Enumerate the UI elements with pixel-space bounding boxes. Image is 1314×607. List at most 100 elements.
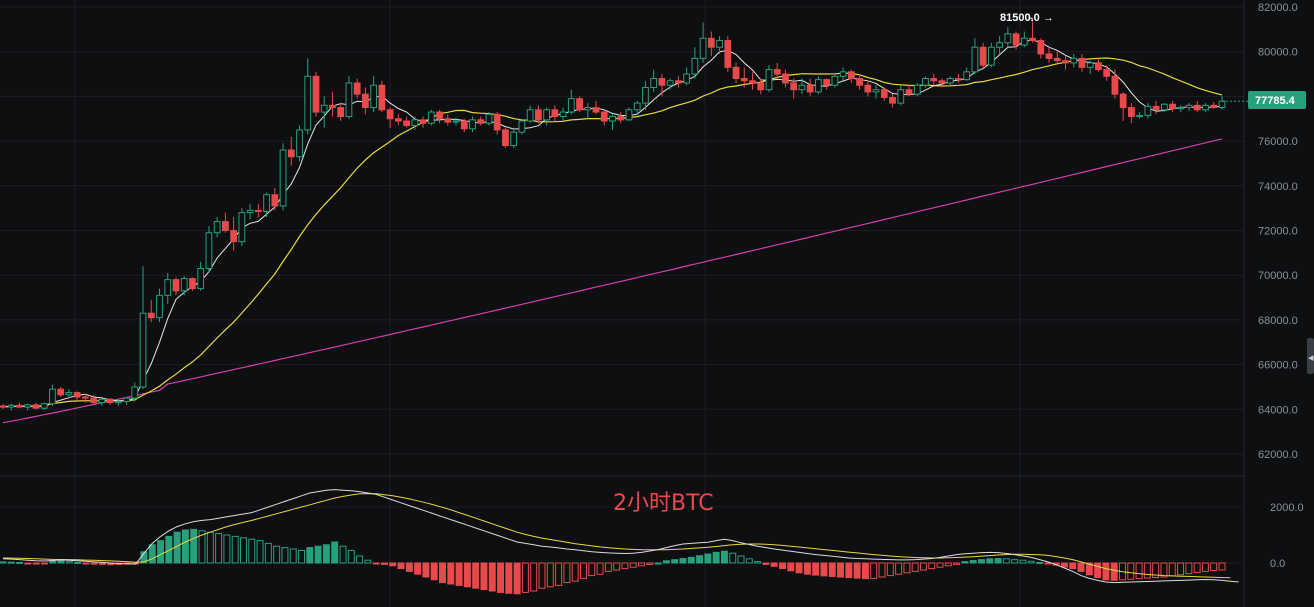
candle-body xyxy=(798,84,806,91)
macd-histogram-bar xyxy=(198,530,206,564)
macd-histogram-bar xyxy=(1060,562,1068,568)
candle-body xyxy=(839,71,847,77)
candle-body xyxy=(889,97,896,104)
candle-body xyxy=(534,109,542,121)
macd-histogram-bar xyxy=(530,562,538,592)
annotation-layer: 81500.0 → 77785.4 2小时BTC ◂ xyxy=(613,12,1314,516)
macd-histogram-bar xyxy=(306,547,314,564)
candle-body xyxy=(707,37,715,48)
chart-overlay-title: 2小时BTC xyxy=(613,491,714,516)
macd-histogram-bar xyxy=(1102,562,1110,581)
candle-body xyxy=(222,221,229,231)
macd-tick-label: 2000.0 xyxy=(1270,502,1304,514)
macd-histogram-bar xyxy=(190,528,198,564)
candle-body xyxy=(197,267,205,290)
macd-histogram-bar xyxy=(1044,562,1052,565)
macd-histogram-bar xyxy=(986,558,994,564)
macd-histogram-bar xyxy=(555,562,563,586)
macd-histogram-bar xyxy=(248,538,256,564)
macd-histogram-bar xyxy=(820,562,828,577)
macd-histogram-bar xyxy=(953,562,961,565)
candle-body xyxy=(452,120,460,123)
candle-body xyxy=(345,82,353,118)
macd-histogram-bar xyxy=(720,550,728,564)
macd-histogram-bar xyxy=(770,562,778,567)
chevron-left-icon[interactable]: ◂ xyxy=(1308,351,1314,364)
macd-histogram-bar xyxy=(621,562,629,570)
candle-body xyxy=(320,104,328,113)
price-tick-label: 74000.0 xyxy=(1258,181,1298,193)
candle-body xyxy=(773,69,781,75)
candle-body xyxy=(287,149,295,158)
candle-body xyxy=(938,80,946,84)
candle-body xyxy=(1185,104,1193,109)
macd-histogram-bar xyxy=(1193,562,1201,574)
macd-histogram-bar xyxy=(505,562,513,594)
candle-body xyxy=(922,78,929,86)
candle-body xyxy=(518,120,526,133)
candle-body xyxy=(114,400,122,404)
candle-body xyxy=(32,404,40,409)
candle-body xyxy=(460,120,468,130)
candle-body xyxy=(1062,60,1069,64)
macd-histogram-bar xyxy=(513,562,521,595)
candle-body xyxy=(1070,57,1078,64)
macd-histogram-bar xyxy=(928,562,936,570)
price-tick-label: 62000.0 xyxy=(1258,449,1298,461)
macd-histogram-bar xyxy=(571,562,579,582)
macd-histogram-bar xyxy=(787,562,795,572)
macd-histogram-bar xyxy=(538,562,546,589)
macd-histogram-bar xyxy=(870,562,878,579)
price-tick-label: 82000.0 xyxy=(1258,2,1298,14)
candle-body xyxy=(905,89,913,95)
candle-body xyxy=(329,104,336,109)
macd-histogram-bar xyxy=(488,562,496,592)
candle-body xyxy=(872,89,880,93)
candle-body xyxy=(913,84,921,95)
macd-histogram-bar xyxy=(762,562,770,565)
macd-histogram-bar xyxy=(803,562,811,575)
candle-body xyxy=(81,396,89,399)
candle-body xyxy=(740,78,748,82)
macd-histogram-bar xyxy=(82,562,90,565)
macd-histogram-bar xyxy=(430,562,438,581)
candle-body xyxy=(205,232,213,269)
macd-histogram-bar xyxy=(40,562,48,565)
macd-histogram-bar xyxy=(16,561,24,564)
candle-body xyxy=(24,404,32,408)
price-tick-label: 76000.0 xyxy=(1258,136,1298,148)
candle-body xyxy=(493,113,501,131)
macd-histogram-bar xyxy=(497,562,505,593)
macd-histogram-bar xyxy=(389,562,397,567)
collapse-handle[interactable] xyxy=(1307,338,1314,374)
candle-body xyxy=(164,279,172,296)
macd-histogram-bar xyxy=(148,544,156,564)
macd-histogram-bar xyxy=(1069,562,1077,570)
macd-histogram-bar xyxy=(1143,562,1151,579)
macd-histogram-bar xyxy=(546,562,554,588)
candle-body xyxy=(1193,104,1201,111)
high-price-annotation: 81500.0 → xyxy=(1000,12,1054,24)
price-tick-label: 66000.0 xyxy=(1258,360,1298,372)
candle-body xyxy=(1218,100,1226,109)
macd-histogram-bar xyxy=(828,562,836,577)
candle-body xyxy=(279,149,287,207)
candle-body xyxy=(666,80,674,86)
macd-histogram-bar xyxy=(1218,562,1226,571)
macd-histogram-bar xyxy=(754,561,762,564)
candle-body xyxy=(1004,33,1012,44)
macd-histogram-bar xyxy=(895,562,903,575)
candle-body xyxy=(394,118,402,122)
candle-body xyxy=(567,98,575,113)
candlestick-layer[interactable] xyxy=(0,17,1248,411)
macd-histogram-bar xyxy=(32,562,40,565)
macd-histogram-bar xyxy=(480,562,488,591)
candle-body xyxy=(436,111,443,120)
candle-body xyxy=(1136,114,1144,118)
macd-histogram-bar xyxy=(281,547,289,564)
macd-histogram-bar xyxy=(845,562,853,579)
macd-histogram-bar xyxy=(1011,559,1019,564)
macd-histogram-bar xyxy=(289,548,297,564)
candle-body xyxy=(790,82,798,91)
